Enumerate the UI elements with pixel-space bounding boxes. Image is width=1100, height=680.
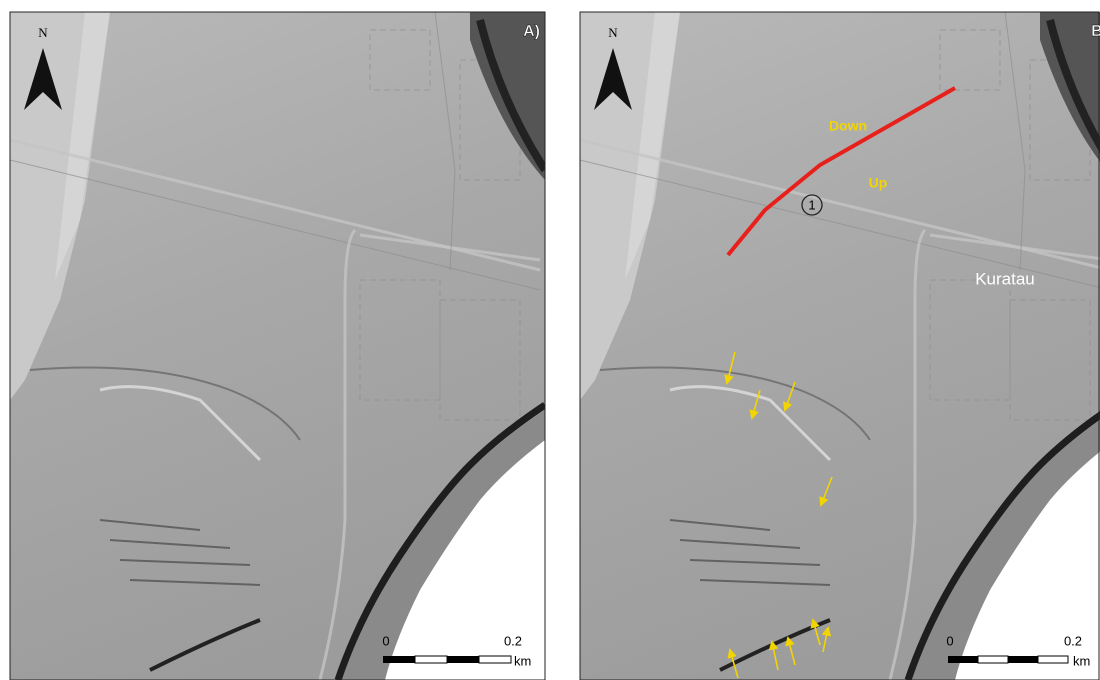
scale-segment (1008, 656, 1038, 663)
scale-start: 0 (946, 633, 953, 648)
panel-a: A) N 0 0.2 km (0, 0, 560, 680)
scale-segment (479, 656, 511, 663)
panel-label: A) (523, 23, 540, 40)
scale-segment (978, 656, 1008, 663)
scale-segment (415, 656, 447, 663)
hillshade (570, 0, 1100, 680)
place-label: Kuratau (975, 269, 1035, 288)
scale-unit: km (514, 653, 531, 668)
scale-segment (383, 656, 415, 663)
down-label: Down (829, 118, 867, 134)
scale-segment (948, 656, 978, 663)
scale-unit: km (1073, 653, 1090, 668)
panel-label: B) (1091, 23, 1100, 40)
scale-segment (1038, 656, 1068, 663)
figure: A) N 0 0.2 km B) N Down Up 1 Kuratau 0 0… (0, 0, 1100, 680)
north-label: N (608, 25, 618, 40)
up-label: Up (869, 175, 888, 191)
scale-end: 0.2 (504, 633, 522, 648)
panel-b: B) N Down Up 1 Kuratau 0 0.2 km (570, 0, 1100, 680)
scale-end: 0.2 (1064, 633, 1082, 648)
north-label: N (38, 25, 48, 40)
hillshade (0, 0, 560, 680)
scale-start: 0 (382, 633, 389, 648)
fault-id: 1 (808, 197, 815, 212)
scale-segment (447, 656, 479, 663)
